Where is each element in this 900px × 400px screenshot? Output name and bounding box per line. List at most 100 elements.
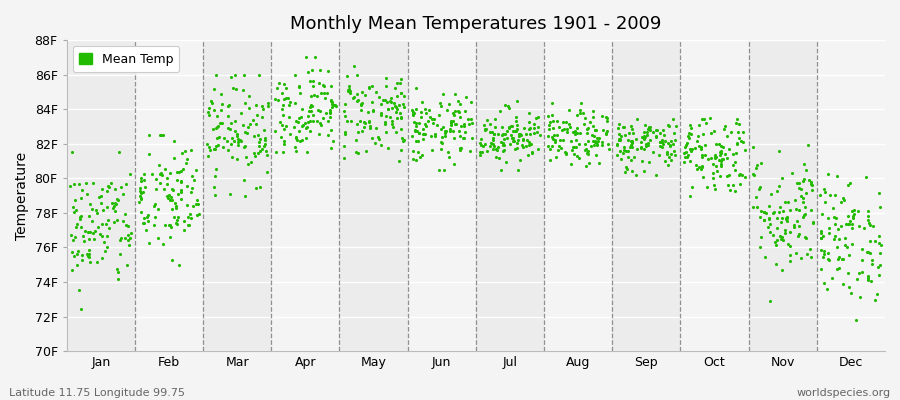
Point [851,208,866,214]
Point [781,199,796,206]
Point [821,170,835,177]
Point [438,128,453,134]
Point [351,128,365,135]
Point [228,128,242,134]
Point [708,140,723,147]
Point [485,145,500,152]
Point [67,209,81,215]
Point [546,136,561,142]
Point [439,106,454,113]
Point [434,138,448,145]
Point [96,207,111,214]
Point [251,150,266,157]
Point [828,192,842,198]
Point [695,163,709,169]
Point [570,152,584,159]
Point [390,80,404,86]
Point [221,102,236,109]
Point [394,125,409,132]
Point [572,155,586,162]
Point [231,136,246,142]
Point [234,138,248,144]
Point [525,149,539,155]
Point [560,126,574,132]
Point [614,156,628,162]
Point [696,131,710,137]
Point [695,116,709,122]
Bar [135,40,203,351]
Point [760,224,775,230]
Point [255,102,269,109]
Point [91,224,105,230]
Point [860,217,875,223]
Point [691,164,706,170]
Point [616,124,630,130]
Point [480,117,494,123]
Point [76,257,90,263]
Point [798,167,813,174]
Point [86,236,101,242]
Point [111,276,125,282]
Point [804,178,818,185]
Point [544,143,559,150]
Point [865,261,879,267]
Point [379,82,393,89]
Point [210,143,224,149]
Point [797,212,812,218]
Point [259,168,274,175]
Point [208,192,222,198]
Point [282,94,296,101]
Point [349,149,364,155]
Point [66,204,80,211]
Point [868,238,882,244]
Point [796,176,811,183]
Point [730,140,744,146]
Point [681,130,696,136]
Point [843,180,858,186]
Point [513,130,527,137]
Point [758,253,772,260]
Point [509,114,524,120]
Point [580,138,595,144]
Point [516,136,530,142]
Point [301,69,315,75]
Point [814,230,828,236]
Point [480,148,494,154]
Point [617,144,632,150]
Point [598,130,613,136]
Point [653,143,668,149]
Point [778,227,793,233]
Point [106,204,121,211]
Point [211,122,225,129]
Point [374,110,388,116]
Point [854,269,868,275]
Point [798,204,813,210]
Point [349,137,364,144]
Point [599,114,614,120]
Point [174,178,188,184]
Point [834,256,849,262]
Point [731,129,745,136]
Point [418,130,432,137]
Point [533,132,547,138]
Point [176,166,190,172]
Point [842,218,857,224]
Point [434,103,448,109]
Point [794,254,808,261]
Point [738,147,752,153]
Point [237,72,251,78]
Point [629,172,643,178]
Point [165,194,179,200]
Point [837,197,851,204]
Point [364,135,379,142]
Point [726,182,741,188]
Point [554,144,568,151]
Point [729,150,743,156]
Point [522,110,536,116]
Point [683,158,698,165]
Point [361,118,375,125]
Point [639,143,653,150]
Point [324,97,338,104]
Point [430,122,445,129]
Point [65,248,79,255]
